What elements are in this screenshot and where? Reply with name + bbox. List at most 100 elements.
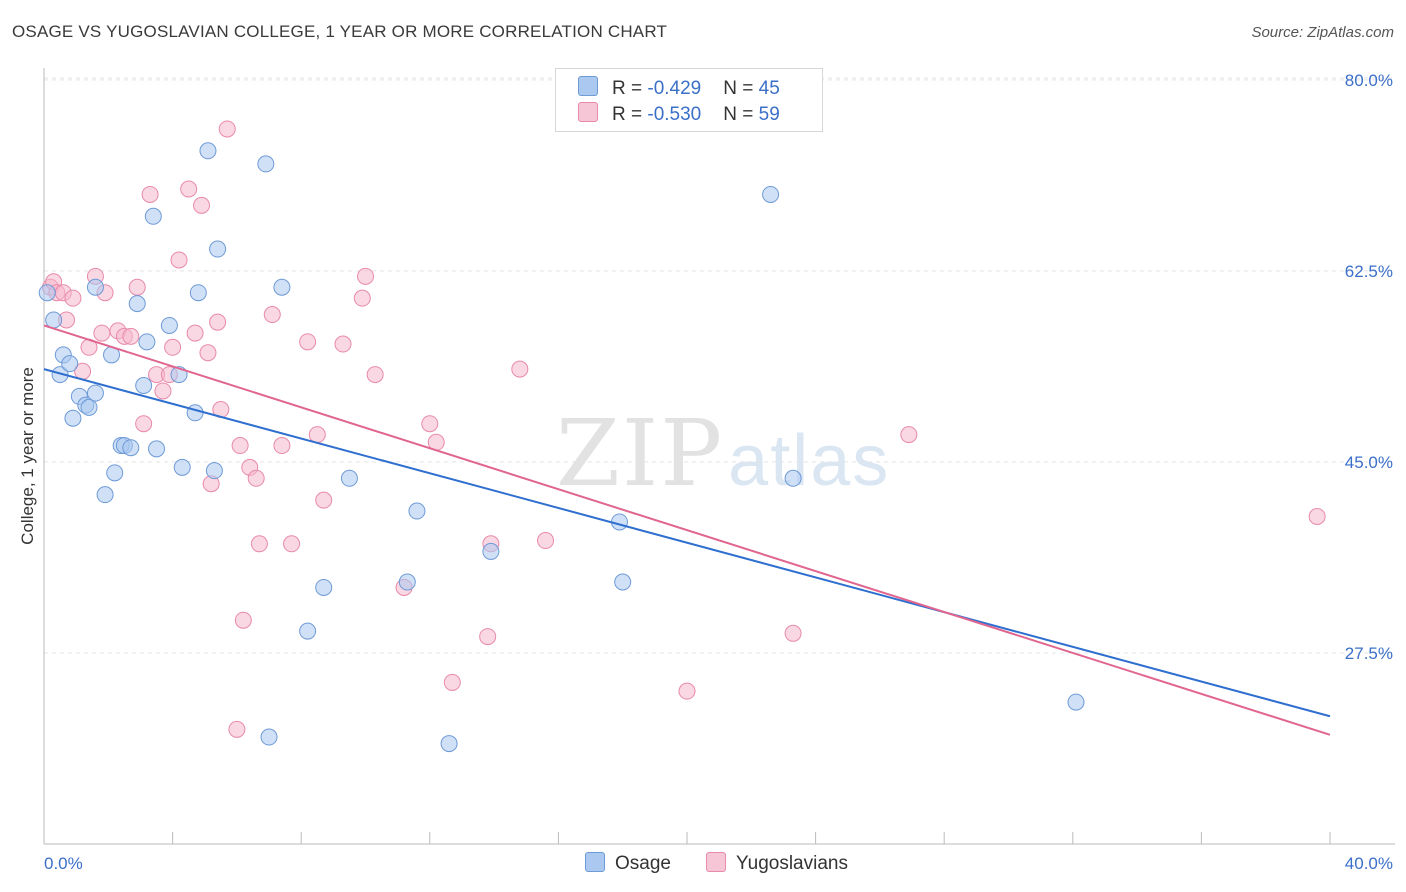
osage-point-31 — [260, 728, 278, 746]
osage-point-30 — [257, 155, 275, 173]
yugoslavians-point-24 — [193, 196, 211, 214]
yugoslavians-point-9 — [93, 324, 111, 342]
osage-point-5 — [64, 409, 82, 427]
yugoslavians-point-16 — [141, 185, 159, 203]
yugoslavians-point-39 — [299, 333, 317, 351]
trend-lines — [43, 324, 1331, 736]
osage-point-32 — [273, 278, 291, 296]
yugoslavians-point-22 — [180, 180, 198, 198]
osage-point-16 — [122, 439, 140, 457]
osage-point-18 — [135, 377, 153, 394]
x-tick-label-1: 40.0% — [1345, 854, 1393, 873]
yugoslavians-point-42 — [334, 335, 352, 353]
osage-point-28 — [205, 462, 223, 480]
osage-point-43 — [784, 469, 802, 487]
watermark-atlas: atlas — [728, 421, 891, 501]
osage-point-13 — [106, 464, 124, 482]
yugoslavians-point-31 — [231, 437, 249, 455]
yugoslavians-point-18 — [154, 382, 172, 400]
y-tick-label-0: 27.5% — [1345, 644, 1393, 663]
yugoslavians-point-29 — [218, 120, 236, 138]
yugoslavians-point-52 — [511, 360, 529, 378]
chart-title: OSAGE VS YUGOSLAVIAN COLLEGE, 1 YEAR OR … — [12, 22, 668, 41]
yugoslavians-point-30 — [228, 720, 246, 738]
yugoslavians-point-36 — [263, 306, 281, 324]
yugoslavians-legend-label: Yugoslavians — [736, 853, 848, 874]
yugoslavians-point-56 — [900, 426, 918, 444]
yugoslavians-point-43 — [353, 289, 371, 307]
osage-point-0 — [38, 284, 56, 302]
osage-point-44 — [1067, 693, 1085, 711]
yugoslavians-point-54 — [678, 682, 696, 700]
grid — [44, 77, 1395, 654]
osage-point-34 — [315, 578, 333, 596]
osage-point-4 — [61, 355, 79, 373]
osage-point-35 — [340, 469, 358, 487]
osage-points — [38, 142, 1085, 753]
watermark: ZIPatlas — [556, 400, 890, 507]
osage-point-41 — [614, 573, 632, 591]
osage-n-value: 45 — [758, 78, 780, 99]
yugoslavians-swatch — [578, 102, 598, 122]
yugoslavians-point-14 — [128, 278, 146, 296]
osage-legend-swatch — [585, 852, 605, 872]
osage-point-22 — [160, 316, 178, 334]
yugoslavians-point-38 — [283, 535, 301, 553]
yugoslavians-point-53 — [537, 532, 555, 550]
y-tick-label-3: 80.0% — [1345, 71, 1393, 90]
yugoslavians-point-13 — [122, 327, 140, 345]
yugoslavians-point-50 — [479, 628, 497, 646]
osage-point-11 — [96, 486, 114, 504]
yugoslavians-n-label: N = — [723, 104, 759, 125]
y-tick-label-2: 62.5% — [1345, 262, 1393, 281]
osage-r-label: R = — [612, 78, 648, 99]
osage-legend-label: Osage — [615, 853, 671, 874]
osage-point-10 — [86, 278, 104, 296]
osage-point-25 — [186, 404, 204, 422]
yugoslavians-point-27 — [209, 313, 227, 331]
yugoslavians-point-55 — [784, 624, 802, 642]
yugoslavians-n-value: 59 — [758, 104, 780, 125]
x-tick-label-0: 0.0% — [44, 854, 83, 873]
watermark-zip: ZIP — [556, 400, 725, 507]
yugoslavians-point-21 — [170, 251, 188, 269]
yugoslavians-point-20 — [164, 338, 182, 356]
osage-point-20 — [144, 207, 162, 225]
yugoslavians-point-15 — [135, 415, 153, 433]
yugoslavians-point-47 — [421, 415, 439, 433]
yugoslavians-trend-line — [43, 324, 1331, 736]
yugoslavians-points — [41, 120, 1326, 738]
legend-row-yugoslavians: R = -0.530 N = 59 — [578, 102, 780, 126]
y-axis-label: College, 1 year or more — [18, 367, 37, 545]
y-tick-label-1: 45.0% — [1345, 453, 1393, 472]
stats-legend: R = -0.429 N = 45 R = -0.530 N = 59 — [555, 68, 823, 132]
osage-point-9 — [86, 384, 104, 402]
osage-point-36 — [398, 573, 416, 591]
yugoslavians-point-23 — [186, 324, 204, 342]
osage-point-29 — [209, 240, 227, 258]
legend-item-yugoslavians[interactable]: Yugoslavians — [706, 852, 848, 875]
yugoslavians-point-44 — [357, 267, 374, 285]
osage-point-38 — [440, 735, 458, 753]
yugoslavians-point-5 — [64, 289, 82, 307]
yugoslavians-r-label: R = — [612, 104, 648, 125]
osage-point-37 — [408, 502, 426, 520]
tick-labels: 27.5% 45.0% 62.5% 80.0% 0.0% 40.0% — [44, 71, 1393, 873]
osage-point-39 — [482, 542, 500, 560]
yugoslavians-point-49 — [443, 673, 461, 691]
legend-item-osage[interactable]: Osage — [585, 852, 671, 875]
osage-point-26 — [189, 284, 207, 302]
yugoslavians-point-32 — [234, 611, 252, 629]
osage-point-42 — [762, 185, 780, 203]
osage-point-17 — [128, 295, 146, 313]
osage-n-label: N = — [723, 78, 759, 99]
source-credit: Source: ZipAtlas.com — [1251, 24, 1394, 41]
yugoslavians-r-value: -0.530 — [647, 104, 702, 125]
legend-row-osage: R = -0.429 N = 45 — [578, 76, 780, 100]
osage-swatch — [578, 76, 598, 96]
osage-point-21 — [148, 440, 166, 458]
osage-point-33 — [299, 622, 317, 640]
osage-trend-line — [43, 368, 1331, 718]
yugoslavians-point-35 — [250, 535, 268, 553]
